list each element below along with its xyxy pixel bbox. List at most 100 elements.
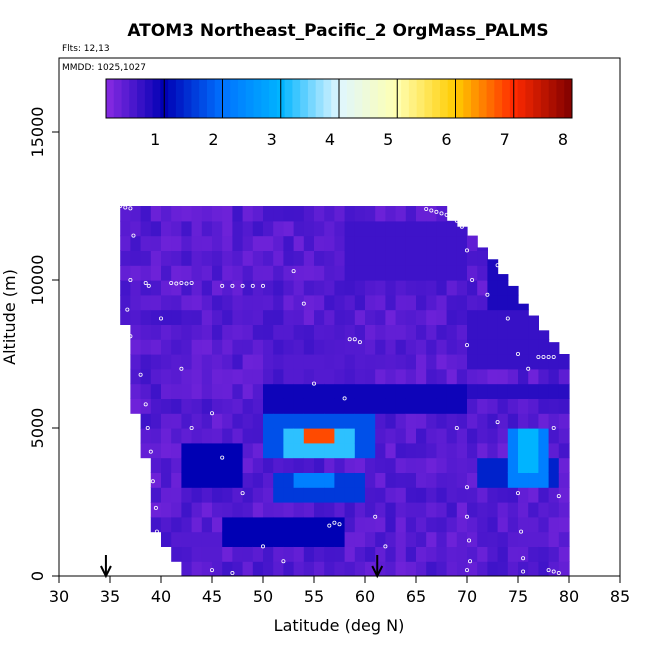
curtain-cell — [548, 442, 560, 459]
curtain-cell — [212, 206, 223, 222]
curtain-cell — [263, 354, 274, 370]
curtain-cell — [201, 442, 213, 459]
curtain-cell — [252, 309, 264, 325]
chart-title: ATOM3 Northeast_Pacific_2 OrgMass_PALMS — [127, 21, 548, 41]
y-tick-label: 15000 — [28, 107, 47, 158]
x-tick-label: 80 — [559, 587, 579, 606]
colorbar-segment — [564, 79, 573, 118]
colorbar-segment — [253, 79, 262, 118]
curtain-cell — [293, 383, 305, 399]
curtain-cell — [446, 472, 458, 488]
curtain-cell — [344, 294, 356, 311]
flight-point — [357, 340, 362, 345]
curtain-cell — [232, 265, 244, 281]
curtain-cell — [375, 206, 386, 222]
curtain-cell — [252, 531, 264, 547]
flight-point — [464, 248, 469, 253]
curtain-cell — [140, 442, 152, 459]
colorbar-segment — [385, 79, 394, 118]
curtain-cell — [538, 546, 550, 562]
curtain-cell — [497, 472, 509, 488]
curtain-cell — [263, 368, 274, 385]
curtain-cell — [232, 413, 244, 429]
curtain-cell — [395, 294, 407, 311]
flight-point — [150, 479, 155, 484]
curtain-cell — [161, 324, 172, 340]
curtain-cell — [385, 472, 397, 488]
curtain-cell — [497, 457, 509, 473]
curtain-cell — [150, 235, 162, 251]
y-tick-label: 0 — [28, 571, 47, 581]
curtain-cell — [191, 309, 203, 325]
flight-point — [260, 283, 265, 288]
colorbar-segment — [168, 79, 177, 118]
curtain-cell — [426, 206, 437, 222]
curtain-cell — [365, 220, 376, 237]
curtain-cell — [252, 413, 264, 429]
curtain-cell — [242, 280, 254, 296]
curtain-cell — [334, 487, 346, 503]
curtain-cell — [263, 309, 274, 325]
curtain-cell — [477, 250, 488, 266]
curtain-cell — [558, 368, 570, 385]
curtain-cell — [436, 235, 448, 251]
x-tick-label: 75 — [508, 587, 528, 606]
flight-point — [138, 372, 143, 377]
curtain-cell — [293, 339, 305, 355]
colorbar-segment — [455, 79, 464, 118]
curtain-cell — [324, 220, 335, 237]
flight-point — [143, 280, 148, 285]
curtain-cell — [456, 472, 468, 488]
curtain-cell — [436, 294, 448, 311]
curtain-cell — [375, 472, 386, 488]
curtain-cell — [120, 280, 131, 296]
curtain-cell — [171, 487, 182, 503]
flight-point — [143, 402, 148, 407]
flight-point — [128, 277, 133, 282]
curtain-cell — [252, 235, 264, 251]
curtain-cell — [385, 280, 397, 296]
curtain-cell — [314, 250, 325, 266]
curtain-cell — [375, 457, 386, 473]
curtain-cell — [395, 324, 407, 340]
curtain-cell — [252, 324, 264, 340]
curtain-cell — [161, 206, 172, 222]
curtain-cell — [487, 368, 499, 385]
curtain-cell — [354, 324, 366, 340]
curtain-cell — [303, 294, 315, 311]
curtain-cell — [548, 398, 560, 414]
curtain-cell — [293, 324, 305, 340]
curtain-cell — [436, 206, 448, 222]
flight-point — [464, 568, 469, 573]
flight-point — [485, 292, 490, 297]
curtain-cell — [538, 487, 550, 503]
curtain-cell — [263, 280, 274, 296]
curtain-cell — [120, 309, 131, 325]
curtain-cell — [201, 368, 213, 385]
curtain-cell — [334, 250, 346, 266]
colorbar-segment — [199, 79, 208, 118]
curtain-cell — [263, 442, 274, 459]
curtain-cell — [548, 531, 560, 547]
curtain-cell — [191, 516, 203, 533]
curtain-cell — [161, 368, 172, 385]
curtain-cell — [416, 220, 427, 237]
dates-label: MMDD: 1025,1027 — [62, 63, 146, 73]
curtain-cell — [212, 265, 223, 281]
flight-point — [347, 337, 352, 342]
curtain-cell — [436, 561, 448, 576]
curtain-cell — [395, 546, 407, 562]
curtain-cell — [426, 354, 437, 370]
curtain-cell — [405, 561, 417, 576]
curtain-cell — [487, 561, 499, 576]
flight-point — [174, 281, 179, 286]
curtain-cell — [436, 472, 448, 488]
curtain-cell — [171, 413, 182, 429]
curtain-cell — [140, 220, 152, 237]
curtain-cell — [395, 368, 407, 385]
curtain-cell — [222, 442, 233, 459]
curtain-cell — [191, 265, 203, 281]
curtain-cell — [426, 339, 437, 355]
curtain-cell — [191, 220, 203, 237]
curtain-cell — [191, 383, 203, 399]
